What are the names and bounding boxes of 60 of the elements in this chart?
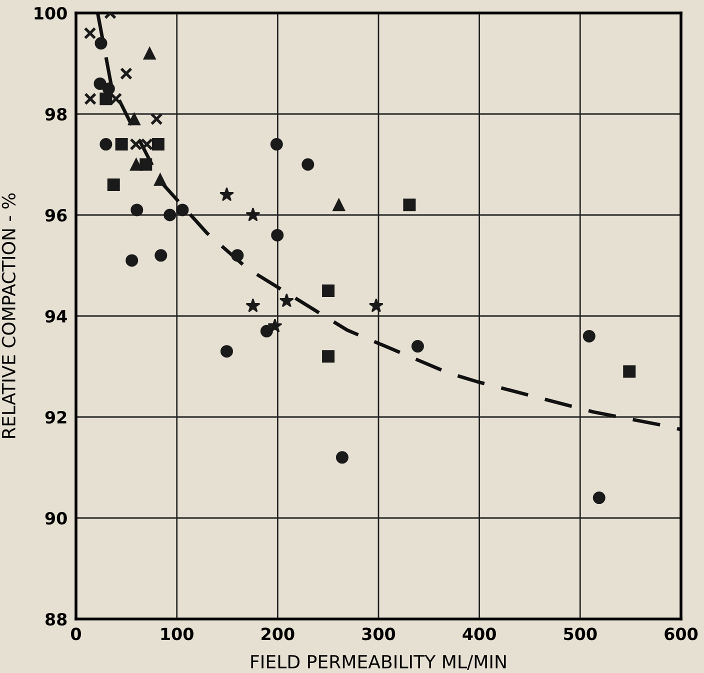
point	[322, 350, 335, 363]
point	[231, 249, 244, 262]
point	[336, 451, 348, 464]
x-tick-label: 200	[262, 628, 294, 640]
point	[268, 318, 282, 332]
point	[623, 365, 636, 378]
y-tick-label: 100	[34, 6, 67, 20]
x-tick-label: 500	[564, 628, 597, 640]
point	[130, 204, 144, 216]
point	[107, 178, 120, 191]
point	[403, 198, 416, 212]
point	[94, 37, 108, 50]
point	[176, 204, 189, 216]
y-tick-label: 98	[45, 108, 67, 121]
point	[219, 187, 234, 202]
point	[322, 284, 335, 297]
point	[143, 47, 156, 60]
x-axis-title: FIELD PERMEABILITY ML/MIN	[251, 655, 506, 670]
point	[94, 77, 106, 90]
point	[102, 82, 115, 95]
point	[152, 138, 164, 151]
x-tick-label: 100	[161, 628, 194, 640]
y-tick-label: 90	[45, 512, 67, 525]
point	[582, 330, 596, 342]
point	[368, 298, 384, 312]
point	[100, 138, 112, 151]
point	[140, 158, 152, 171]
point	[220, 345, 233, 358]
point	[100, 92, 112, 106]
point	[260, 324, 273, 338]
point	[150, 112, 163, 126]
point	[270, 138, 283, 151]
point	[84, 26, 96, 40]
point	[592, 492, 606, 504]
point	[411, 340, 424, 353]
point	[302, 158, 314, 171]
point	[120, 67, 132, 80]
point	[246, 298, 260, 312]
point	[128, 112, 140, 126]
x-tick-label: 600	[664, 628, 698, 640]
point	[154, 173, 166, 186]
point	[164, 208, 176, 222]
x-tick-label: 0	[71, 628, 81, 640]
point	[126, 254, 138, 267]
y-tick-label: 94	[45, 310, 67, 323]
point	[246, 207, 260, 222]
point	[279, 293, 294, 308]
point	[130, 158, 142, 171]
point	[332, 198, 346, 212]
point	[84, 92, 97, 106]
y-axis-title: RELATIVE COMPACTION - %	[2, 193, 16, 438]
x-tick-label: 400	[462, 628, 496, 640]
y-tick-label: 88	[45, 612, 67, 626]
line-series	[96, 13, 681, 432]
point	[271, 228, 284, 242]
point	[154, 249, 168, 262]
x-tick-label: 300	[362, 628, 396, 640]
y-tick-label: 92	[45, 410, 66, 424]
point	[115, 138, 128, 151]
y-tick-label: 96	[45, 208, 67, 222]
